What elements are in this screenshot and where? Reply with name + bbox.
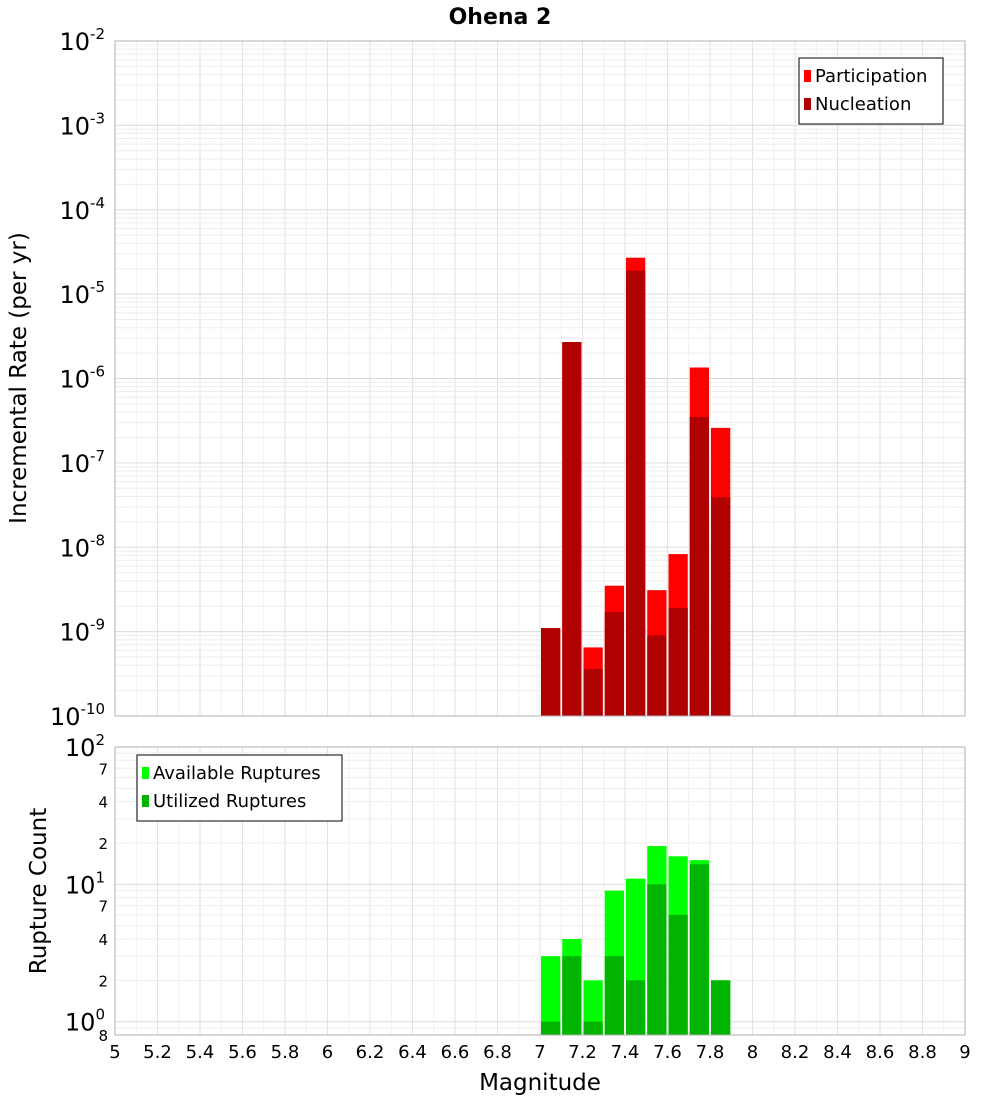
x-tick-label: 8.8 xyxy=(908,1042,937,1063)
top-y-axis-label: Incremental Rate (per yr) xyxy=(6,232,32,524)
y-tick-label: 10-6 xyxy=(59,363,105,394)
bottom-legend: Available Ruptures Utilized Ruptures xyxy=(136,754,343,822)
y-tick-label: 10-5 xyxy=(59,278,105,309)
bar-nucleation xyxy=(647,635,667,716)
x-tick-label: 8.6 xyxy=(866,1042,895,1063)
bottom-plot-frame xyxy=(114,746,966,1036)
bottom-y-ticks: 100 101 102 8 2 4 7 2 4 7 xyxy=(65,731,108,1045)
bar-utilized-ruptures xyxy=(647,884,667,1035)
x-tick-label: 5.4 xyxy=(186,1042,215,1063)
bar-utilized-ruptures xyxy=(668,914,688,1035)
top-plot-frame xyxy=(114,40,966,717)
chart-title: Ohena 2 xyxy=(449,5,552,30)
bottom-bars xyxy=(541,846,731,1035)
top-grid xyxy=(114,40,966,717)
x-tick-label: 6 xyxy=(322,1042,333,1063)
x-tick-label: 8.2 xyxy=(781,1042,810,1063)
x-tick-label: 5.8 xyxy=(271,1042,300,1063)
bar-nucleation xyxy=(668,608,688,716)
bottom-chart: 100 101 102 8 2 4 7 2 4 7 5 5.2 5.4 5.6 5.8 6 6.2 6.4 6.6… xyxy=(26,731,971,1096)
legend-label: Participation xyxy=(815,66,927,87)
legend-swatch xyxy=(142,795,149,807)
y-minor-tick-label: 4 xyxy=(98,931,108,949)
legend-swatch xyxy=(142,767,149,779)
y-tick-label: 100 xyxy=(65,1006,105,1037)
x-tick-label: 6.8 xyxy=(483,1042,512,1063)
legend-box xyxy=(136,754,343,822)
x-ticks: 5 5.2 5.4 5.6 5.8 6 6.2 6.4 6.6 6.8 7 7.2 7.4 7.6 7.8 8… xyxy=(109,1042,970,1063)
y-minor-tick-label: 2 xyxy=(98,835,108,853)
x-tick-label: 8 xyxy=(747,1042,758,1063)
y-minor-tick-label: 8 xyxy=(98,1027,108,1045)
x-tick-label: 5.2 xyxy=(143,1042,172,1063)
bar-nucleation xyxy=(541,628,561,716)
top-y-ticks: 10-10 10-9 10-8 10-7 10-6 10-5 10-4 10-3 10-2 xyxy=(50,25,105,731)
x-axis-label: Magnitude xyxy=(479,1070,601,1096)
x-tick-label: 8.4 xyxy=(823,1042,852,1063)
y-tick-label: 10-3 xyxy=(59,109,105,140)
top-chart: 10-10 10-9 10-8 10-7 10-6 10-5 10-4 10-3 10-2 In… xyxy=(6,25,966,731)
bottom-y-axis-label: Rupture Count xyxy=(26,808,52,974)
x-tick-label: 6.6 xyxy=(441,1042,470,1063)
y-tick-label: 10-9 xyxy=(59,616,105,647)
y-minor-tick-label: 7 xyxy=(98,760,108,778)
legend-label: Available Ruptures xyxy=(153,763,321,784)
x-tick-label: 7 xyxy=(534,1042,545,1063)
y-tick-label: 101 xyxy=(65,868,105,899)
bar-utilized-ruptures xyxy=(562,956,582,1035)
x-tick-label: 7.4 xyxy=(611,1042,640,1063)
bar-nucleation xyxy=(583,669,603,716)
bar-nucleation xyxy=(689,416,709,716)
x-tick-label: 5 xyxy=(109,1042,120,1063)
y-minor-tick-label: 2 xyxy=(98,972,108,990)
bar-utilized-ruptures xyxy=(711,980,731,1035)
bar-nucleation xyxy=(604,612,624,716)
bar-available-ruptures xyxy=(541,956,561,1035)
bar-utilized-ruptures xyxy=(541,1021,561,1035)
bar-nucleation xyxy=(711,497,731,716)
bar-nucleation xyxy=(562,342,582,716)
y-tick-label: 102 xyxy=(65,731,105,762)
y-tick-label: 10-2 xyxy=(59,25,105,56)
bar-utilized-ruptures xyxy=(689,864,709,1035)
y-minor-tick-label: 4 xyxy=(98,794,108,812)
legend-swatch xyxy=(804,70,811,82)
bar-utilized-ruptures xyxy=(604,956,624,1035)
x-tick-label: 7.2 xyxy=(568,1042,597,1063)
y-minor-tick-label: 7 xyxy=(98,898,108,916)
x-tick-label: 7.6 xyxy=(653,1042,682,1063)
y-tick-label: 10-8 xyxy=(59,531,105,562)
y-tick-label: 10-4 xyxy=(59,194,105,225)
bar-available-ruptures xyxy=(583,980,603,1035)
legend-box xyxy=(798,57,944,125)
legend-swatch xyxy=(804,98,811,110)
x-tick-label: 5.6 xyxy=(228,1042,257,1063)
y-tick-label: 10-7 xyxy=(59,447,105,478)
x-tick-label: 7.8 xyxy=(696,1042,725,1063)
legend-label: Utilized Ruptures xyxy=(153,791,306,812)
x-tick-label: 6.4 xyxy=(398,1042,427,1063)
x-tick-label: 9 xyxy=(959,1042,970,1063)
y-tick-label: 10-10 xyxy=(50,700,105,731)
top-legend: Participation Nucleation xyxy=(798,57,944,125)
legend-label: Nucleation xyxy=(815,94,911,115)
top-bars xyxy=(541,257,731,716)
x-tick-label: 6.2 xyxy=(356,1042,385,1063)
bar-utilized-ruptures xyxy=(583,1021,603,1035)
bar-utilized-ruptures xyxy=(626,980,646,1035)
bar-nucleation xyxy=(626,270,646,716)
